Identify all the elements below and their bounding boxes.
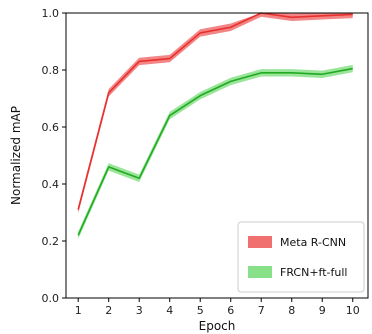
- legend: Meta R-CNN FRCN+ft-full: [237, 221, 365, 293]
- y-tick-label: 0.4: [42, 178, 60, 191]
- x-tick-label: 4: [166, 304, 173, 317]
- axes: 1 2 3 4 5 6 7 8 9 10 0.0 0.2 0.4 0.6 0.8 1.0 Epoch Normal…: [9, 7, 369, 333]
- x-tick-label: 2: [105, 304, 112, 317]
- frcn-ft-full-line: [77, 67, 353, 236]
- y-axis-title: Normalized mAP: [9, 106, 23, 205]
- y-tick-label: 0.6: [42, 121, 60, 134]
- frcn-ft-full-band: [78, 64, 353, 240]
- meta-r-cnn-line: [77, 12, 353, 210]
- plot-frame: [65, 12, 369, 299]
- legend-label-meta-r-cnn: Meta R-CNN: [280, 236, 346, 249]
- y-tick-label: 1.0: [42, 7, 60, 20]
- legend-swatch-meta-r-cnn: [248, 236, 272, 248]
- x-tick-label: 5: [197, 304, 204, 317]
- x-axis-title: Epoch: [199, 319, 236, 333]
- x-tick-label: 9: [319, 304, 326, 317]
- x-tick-label: 3: [136, 304, 143, 317]
- x-tick-label: 10: [346, 304, 360, 317]
- series-lines: [77, 12, 353, 236]
- confidence-bands: [78, 13, 353, 240]
- legend-box: [237, 221, 365, 293]
- legend-swatch-frcn-ft-full: [248, 266, 272, 278]
- x-tick-label: 8: [288, 304, 295, 317]
- meta-r-cnn-band: [78, 13, 353, 214]
- y-tick-label: 0.0: [42, 292, 60, 305]
- legend-label-frcn-ft-full: FRCN+ft-full: [280, 266, 347, 279]
- x-tick-label: 1: [75, 304, 82, 317]
- y-tick-label: 0.2: [42, 235, 60, 248]
- x-tick-label: 6: [227, 304, 234, 317]
- x-tick-label: 7: [258, 304, 265, 317]
- y-tick-label: 0.8: [42, 64, 60, 77]
